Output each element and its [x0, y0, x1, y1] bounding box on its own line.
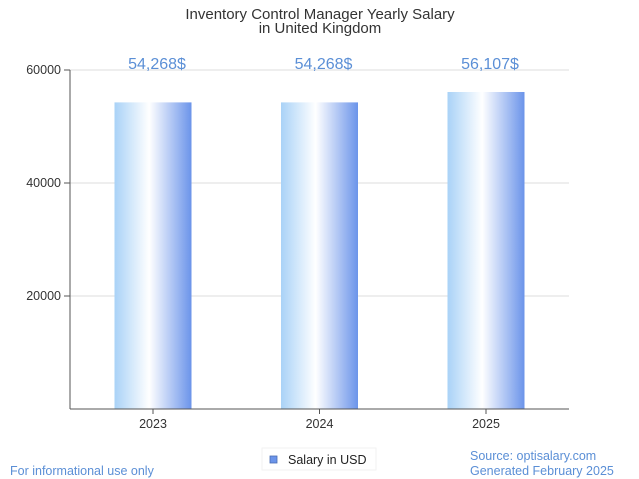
- bar-2025[interactable]: [447, 91, 525, 409]
- legend-swatch-salary: [269, 455, 278, 464]
- data-labels: 54,268$ 54,268$ 56,107$: [128, 56, 519, 73]
- data-label-2023: 54,268$: [128, 56, 186, 73]
- bar-2023[interactable]: [114, 102, 192, 409]
- chart-title-line-2: in United Kingdom: [259, 20, 382, 37]
- legend-box: [261, 447, 377, 471]
- data-label-2025: 56,107$: [461, 56, 519, 73]
- legend-label-salary: Salary in USD: [288, 453, 367, 467]
- y-tick-label-40000: 40000: [26, 176, 61, 190]
- x-tick-labels: 2023 2024 2025: [139, 409, 500, 431]
- footer-generated: Generated February 2025: [470, 464, 614, 478]
- bar-2024[interactable]: [281, 102, 358, 409]
- footer-source[interactable]: Source: optisalary.com: [470, 449, 596, 463]
- y-tick-label-60000: 60000: [26, 63, 61, 77]
- chart-title-line-1: Inventory Control Manager Yearly Salary: [185, 6, 455, 23]
- x-tick-label-2025: 2025: [472, 417, 500, 431]
- legend[interactable]: Salary in USD: [261, 447, 377, 471]
- footer-note: For informational use only: [10, 464, 155, 478]
- x-tick-label-2024: 2024: [306, 417, 334, 431]
- y-tick-label-20000: 20000: [26, 289, 61, 303]
- data-label-2024: 54,268$: [295, 56, 353, 73]
- bars: [114, 91, 525, 409]
- x-tick-label-2023: 2023: [139, 417, 167, 431]
- y-tick-labels: 20000 40000 60000: [26, 63, 61, 303]
